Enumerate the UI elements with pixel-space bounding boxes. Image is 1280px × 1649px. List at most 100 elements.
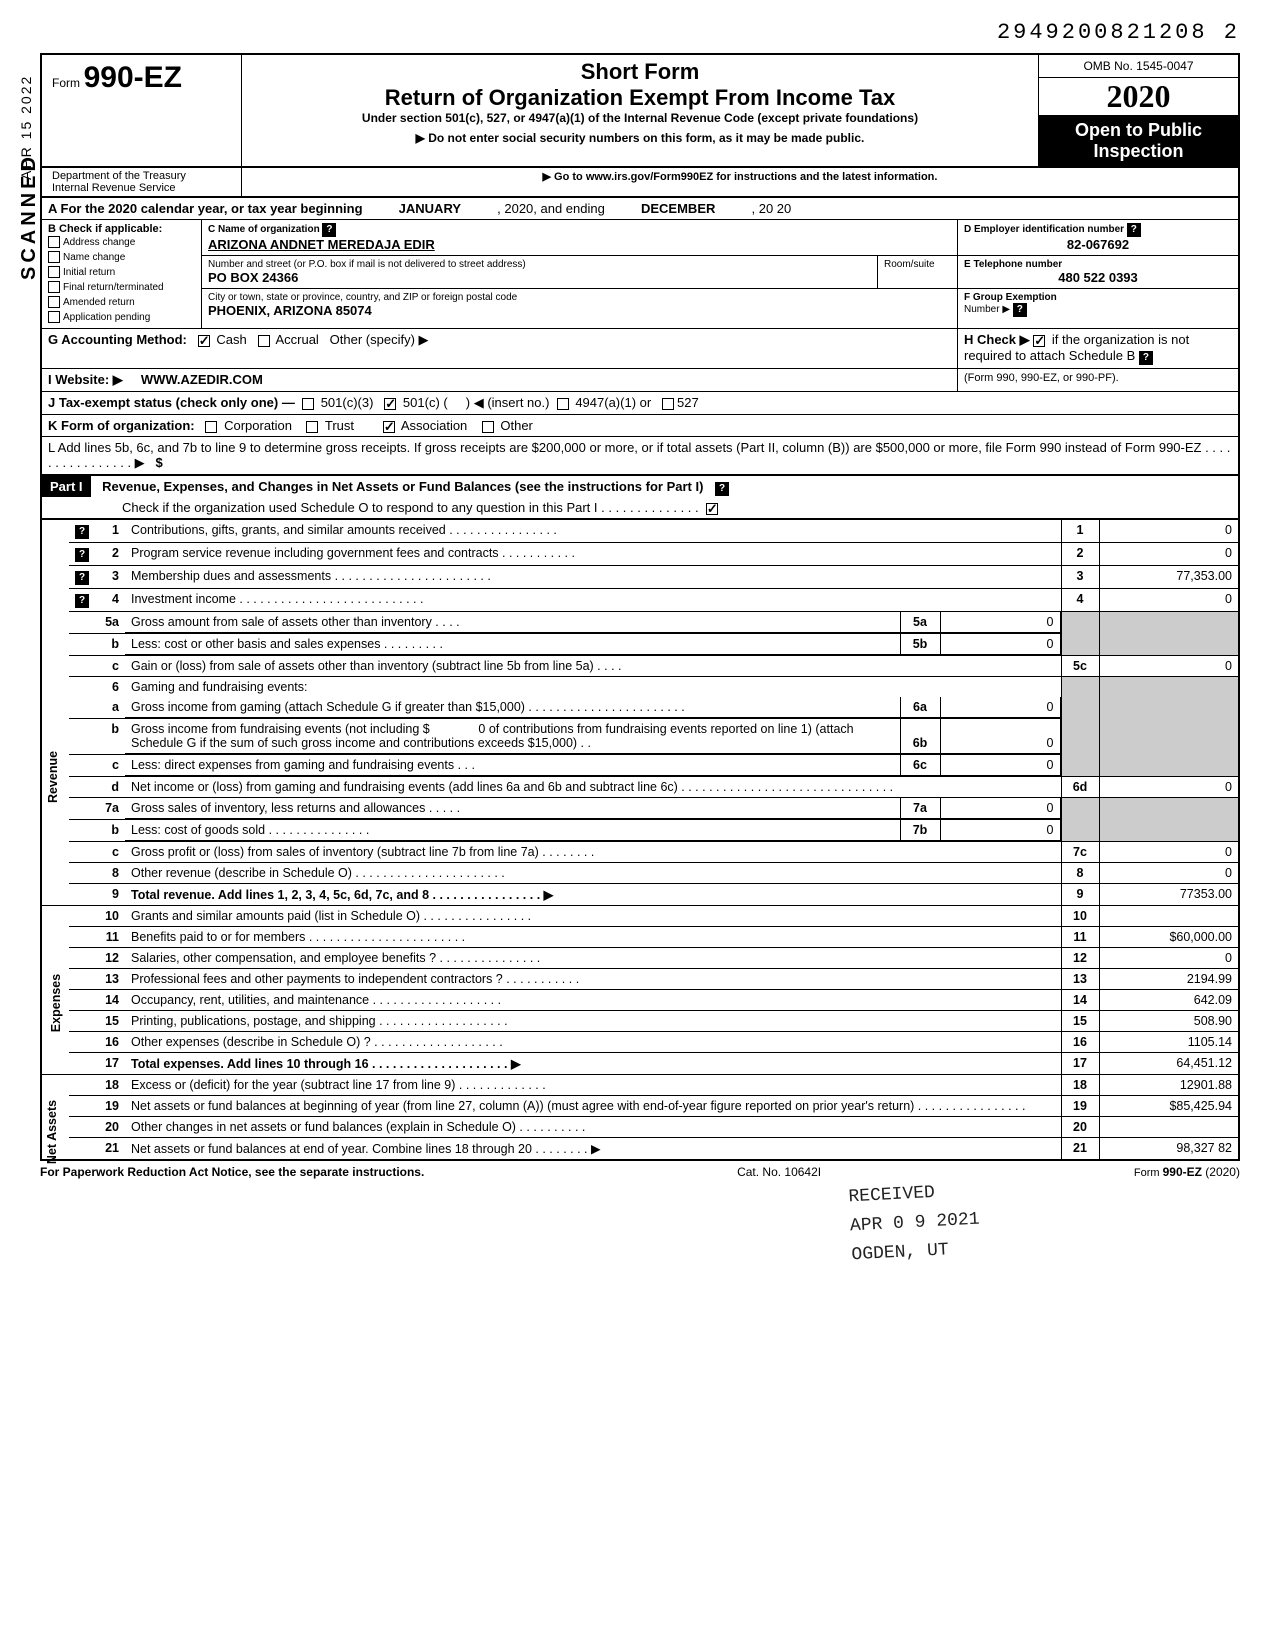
line-ref: 3 [1061,566,1099,589]
check-assoc[interactable] [383,421,395,433]
cash-label: Cash [216,332,246,347]
501c-label: 501(c) ( [403,395,448,410]
inner-value: 0 [940,820,1060,841]
footer: For Paperwork Reduction Act Notice, see … [40,1165,1240,1179]
check-trust[interactable] [306,421,318,433]
help-icon[interactable]: ? [75,525,89,539]
open-to-public: Open to Public [1043,120,1234,141]
check-schedule-b[interactable] [1033,335,1045,347]
box-b-label: B Check if applicable: [48,223,162,235]
check-501c[interactable] [384,398,396,410]
check-4947[interactable] [557,398,569,410]
box-h-sub: (Form 990, 990-EZ, or 990-PF). [958,369,1238,391]
info-grid: A For the 2020 calendar year, or tax yea… [40,198,1240,476]
line-num: b [95,719,125,755]
501c3-label: 501(c)(3) [321,395,374,410]
help-icon[interactable]: ? [1127,223,1141,237]
line-num: 17 [95,1053,125,1075]
check-name-change[interactable] [48,251,60,263]
check-cash[interactable] [198,335,210,347]
line-num: 5a [95,612,125,634]
line-num: c [95,656,125,677]
line-text: Net assets or fund balances at beginning… [125,1096,1061,1117]
line-num: c [95,755,125,777]
line-ref: 11 [1061,927,1099,948]
box-g-label: G Accounting Method: [48,332,187,347]
help-icon[interactable]: ? [75,548,89,562]
line-text: Gross amount from sale of assets other t… [125,612,900,633]
line-text: Gross profit or (loss) from sales of inv… [125,842,1061,863]
no-ssn-note: ▶ Do not enter social security numbers o… [252,131,1028,145]
help-icon[interactable]: ? [1139,351,1153,365]
line-text-6b1: Gross income from fundraising events (no… [131,722,430,736]
line-text: Less: cost or other basis and sales expe… [125,634,900,655]
check-amended[interactable] [48,296,60,308]
check-other-org[interactable] [482,421,494,433]
check-address-change[interactable] [48,236,60,248]
help-icon[interactable]: ? [75,594,89,608]
scanned-stamp: SCANNED [18,153,41,280]
netassets-section-label: Net Assets [45,1100,59,1164]
line-a-label: A For the 2020 calendar year, or tax yea… [48,201,363,216]
inner-value: 0 [940,719,1060,754]
check-label-2: Initial return [63,267,115,278]
footer-paperwork: For Paperwork Reduction Act Notice, see … [40,1165,424,1179]
line-num: 20 [95,1117,125,1138]
line-num: 8 [95,863,125,884]
line-text: Professional fees and other payments to … [125,969,1061,990]
check-corp[interactable] [205,421,217,433]
line-text: Net income or (loss) from gaming and fun… [125,777,1061,798]
goto-instructions: ▶ Go to www.irs.gov/Form990EZ for instru… [242,168,1238,196]
dept-row: Department of the Treasury Internal Reve… [40,168,1240,198]
line-value: 642.09 [1099,990,1239,1011]
inner-value: 0 [940,798,1060,819]
line-text: Gain or (loss) from sale of assets other… [125,656,1061,677]
line-ref: 7c [1061,842,1099,863]
line-value: 0 [1099,589,1239,612]
form-prefix: Form [52,76,80,90]
line-text: Other expenses (describe in Schedule O) … [125,1032,1061,1053]
check-label-1: Name change [63,252,125,263]
check-initial-return[interactable] [48,266,60,278]
line-text: Printing, publications, postage, and shi… [125,1011,1061,1032]
line-value [1099,906,1239,927]
received-stamp: RECEIVED APR 0 9 2021 OGDEN, UT [848,1177,982,1270]
check-527[interactable] [662,398,674,410]
city-label: City or town, state or province, country… [208,292,951,303]
inner-ref: 5a [900,612,940,633]
inner-value: 0 [940,612,1060,633]
check-final-return[interactable] [48,281,60,293]
inner-value: 0 [940,697,1060,718]
line-num: 6 [95,677,125,698]
check-accrual[interactable] [258,335,270,347]
line-value: $85,425.94 [1099,1096,1239,1117]
inner-ref: 7b [900,820,940,841]
help-icon[interactable]: ? [1013,303,1027,317]
tax-year: 2020 [1039,78,1238,116]
check-501c3[interactable] [302,398,314,410]
trust-label: Trust [325,418,354,433]
help-icon[interactable]: ? [715,482,729,496]
box-j-label: J Tax-exempt status (check only one) — [48,395,295,410]
check-schedule-o[interactable] [706,503,718,515]
other-specify-label: Other (specify) ▶ [330,332,429,347]
help-icon[interactable]: ? [75,571,89,585]
check-application-pending[interactable] [48,311,60,323]
box-h-label: H Check ▶ [964,332,1030,347]
check-label-3: Final return/terminated [63,282,164,293]
line-value: 2194.99 [1099,969,1239,990]
ein-value: 82-067692 [1067,237,1129,252]
line-ref: 8 [1061,863,1099,884]
line-text: Gaming and fundraising events: [125,677,1061,698]
line-num: c [95,842,125,863]
line-num: d [95,777,125,798]
line-a-mid: , 2020, and ending [497,201,605,216]
lines-table: Revenue ? 1 Contributions, gifts, grants… [40,520,1240,1161]
box-l-text: L Add lines 5b, 6c, and 7b to line 9 to … [48,440,1230,470]
line-text: Contributions, gifts, grants, and simila… [125,520,1061,543]
help-icon[interactable]: ? [322,223,336,237]
corp-label: Corporation [224,418,292,433]
form-header: Form 990-EZ Short Form Return of Organiz… [40,53,1240,168]
inner-ref: 6c [900,755,940,776]
line-ref: 21 [1061,1138,1099,1161]
